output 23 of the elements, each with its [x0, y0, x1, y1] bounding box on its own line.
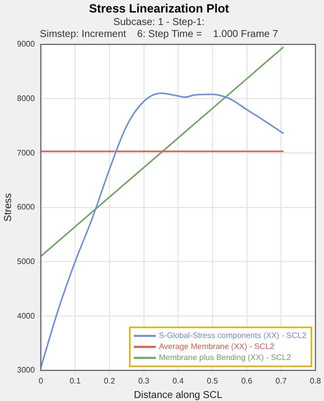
- x-axis-title: Distance along SCL: [134, 390, 223, 401]
- x-tick-label: 0.5: [206, 376, 219, 386]
- y-tick-label: 9000: [17, 40, 36, 49]
- y-tick-label: 7000: [17, 148, 36, 158]
- legend-label: Average Membrane (XX) - SCL2: [158, 342, 275, 352]
- y-tick-label: 4000: [17, 311, 36, 320]
- x-tick-label: 0.4: [172, 376, 184, 386]
- legend-label: Membrane plus Bending (XX) - SCL2: [158, 353, 292, 362]
- chart-title: Stress Linearization Plot: [88, 2, 230, 16]
- chart-subtitle: Subcase: 1 - Step-1: Simstep: Increment 6: Step Time = 1.000 Frame 7: [40, 17, 279, 40]
- y-tick-label: 3000: [17, 366, 36, 375]
- y-axis-title: Stress: [2, 193, 14, 222]
- x-tick-label: 0.8: [310, 376, 322, 386]
- y-tick-label: 5000: [17, 256, 36, 266]
- legend-label: S-Global-Stress components (XX) - SCL2: [158, 331, 307, 340]
- x-tick-label: 0.6: [241, 376, 253, 386]
- x-tick-label: 0.1: [70, 376, 82, 386]
- x-tick-label: 0.7: [276, 376, 288, 386]
- x-tick-label: 0.3: [138, 376, 150, 386]
- x-tick-label: 0.2: [104, 376, 116, 386]
- y-tick-label: 8000: [17, 94, 36, 103]
- x-tick-label: 0: [38, 376, 44, 386]
- y-tick-label: 6000: [17, 202, 36, 212]
